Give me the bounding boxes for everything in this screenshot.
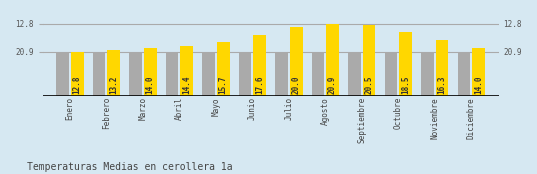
Text: 12.8: 12.8	[72, 76, 82, 94]
Text: 16.3: 16.3	[438, 76, 447, 94]
Bar	[384, 52, 397, 96]
Bar	[458, 52, 470, 96]
Text: 18.5: 18.5	[401, 76, 410, 94]
Bar	[472, 48, 485, 96]
Bar	[275, 52, 288, 96]
Text: Temperaturas Medias en cerollera 1a: Temperaturas Medias en cerollera 1a	[27, 162, 233, 172]
Bar	[421, 52, 434, 96]
Bar	[71, 52, 84, 96]
Bar	[93, 52, 105, 96]
Bar	[202, 52, 215, 96]
Text: 13.2: 13.2	[109, 76, 118, 94]
Bar	[180, 46, 193, 96]
Bar	[56, 52, 69, 96]
Bar	[399, 32, 412, 96]
Bar	[238, 52, 251, 96]
Bar	[436, 40, 448, 96]
Bar	[326, 24, 339, 96]
Bar	[290, 27, 302, 96]
Bar	[107, 50, 120, 96]
Text: 20.5: 20.5	[365, 76, 374, 94]
Text: 14.0: 14.0	[474, 76, 483, 94]
Bar	[348, 52, 361, 96]
Bar	[129, 52, 142, 96]
Bar	[144, 48, 157, 96]
Text: 17.6: 17.6	[255, 76, 264, 94]
Bar	[166, 52, 178, 96]
Bar	[217, 42, 229, 96]
Text: 20.0: 20.0	[292, 76, 301, 94]
Bar	[253, 35, 266, 96]
Text: 14.0: 14.0	[146, 76, 155, 94]
Text: 14.4: 14.4	[182, 76, 191, 94]
Bar	[311, 52, 324, 96]
Text: 20.9: 20.9	[328, 76, 337, 94]
Bar	[362, 25, 375, 96]
Text: 15.7: 15.7	[219, 76, 228, 94]
